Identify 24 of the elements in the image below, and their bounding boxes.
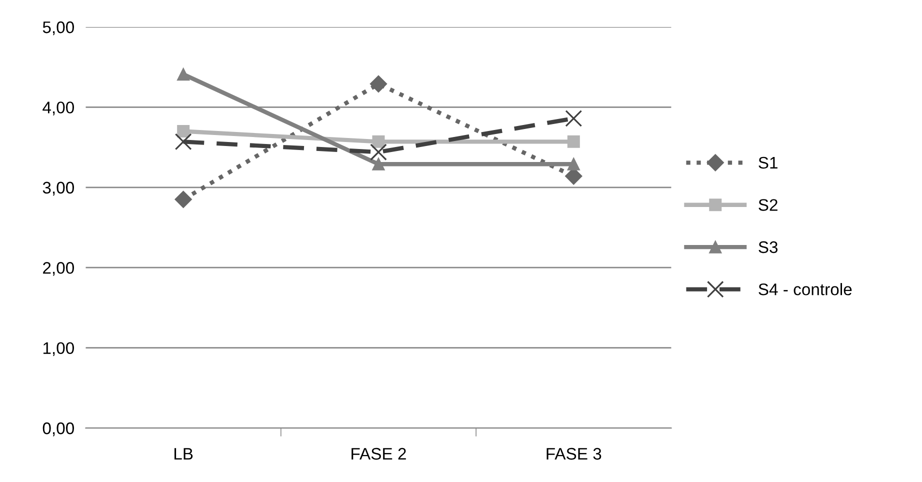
point — [567, 135, 580, 148]
point — [565, 110, 582, 127]
y-tick-label: 2,00 — [43, 262, 74, 276]
y-tick-label: 3,00 — [42, 182, 74, 196]
point — [567, 158, 580, 170]
y-tick-label: 1,00 — [43, 342, 74, 356]
point — [370, 75, 388, 92]
point — [177, 68, 190, 81]
legend-label: S3 — [758, 241, 778, 254]
point — [174, 133, 192, 150]
legend-label: S4 - controle — [758, 283, 852, 296]
point — [177, 125, 190, 138]
y-tick-label: 0,00 — [42, 422, 74, 436]
legend-label: S1 — [758, 156, 778, 169]
point — [370, 144, 387, 161]
point — [174, 190, 192, 208]
x-tick-label: FASE 3 — [546, 448, 602, 460]
x-tick-label: LB — [174, 448, 193, 460]
y-tick-label: 5,00 — [42, 21, 74, 36]
point — [372, 135, 385, 148]
y-tick-label: 4,00 — [42, 102, 74, 116]
point — [372, 158, 385, 170]
legend-label: S2 — [758, 199, 778, 211]
x-tick-label: FASE 2 — [352, 448, 406, 460]
